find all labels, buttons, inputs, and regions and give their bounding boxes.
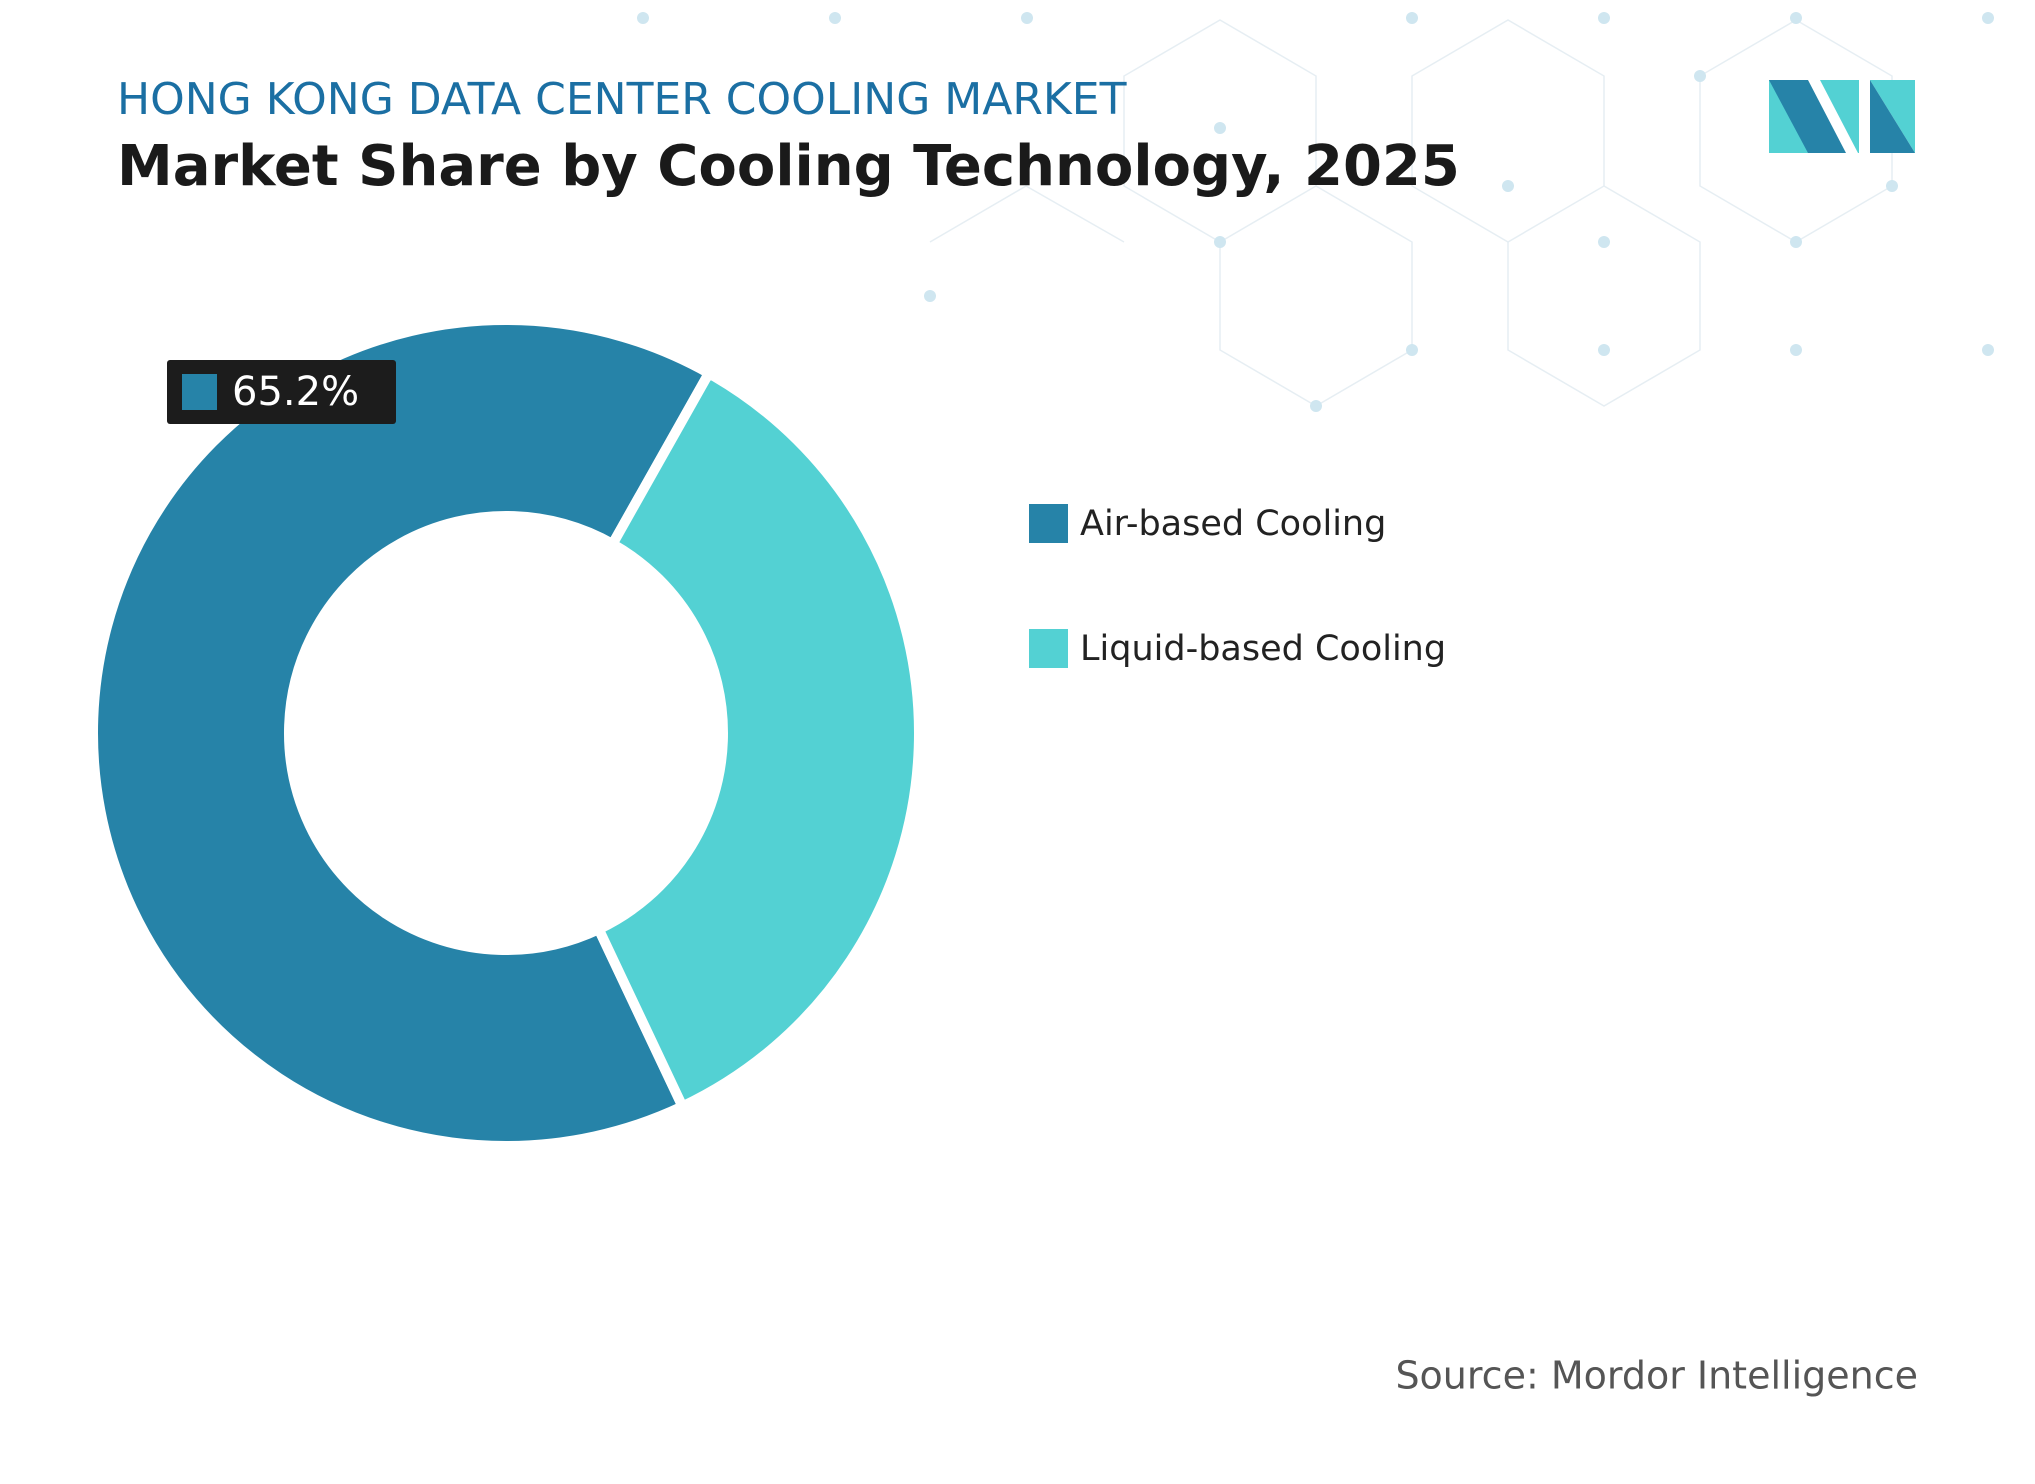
- chart-title: Market Share by Cooling Technology, 2025: [117, 134, 1460, 199]
- value-label-swatch: [182, 374, 217, 410]
- logo: [1769, 80, 1915, 153]
- source-note: Source: Mordor Intelligence: [1395, 1354, 1918, 1398]
- chart-subtitle: HONG KONG DATA CENTER COOLING MARKET: [117, 74, 1127, 125]
- donut-slice: [592, 366, 924, 1114]
- value-label-text: 65.2%: [232, 369, 359, 415]
- donut-slice: [88, 315, 716, 1151]
- value-label-box: [167, 360, 396, 424]
- legend-label: Air-based Cooling: [1080, 504, 1386, 544]
- background-dots: [637, 12, 1994, 412]
- value-label: 65.2%: [167, 360, 396, 424]
- legend-swatch: [1029, 504, 1068, 543]
- legend-swatch: [1029, 629, 1068, 668]
- background-pattern: [929, 19, 1893, 407]
- legend-label: Liquid-based Cooling: [1080, 629, 1446, 669]
